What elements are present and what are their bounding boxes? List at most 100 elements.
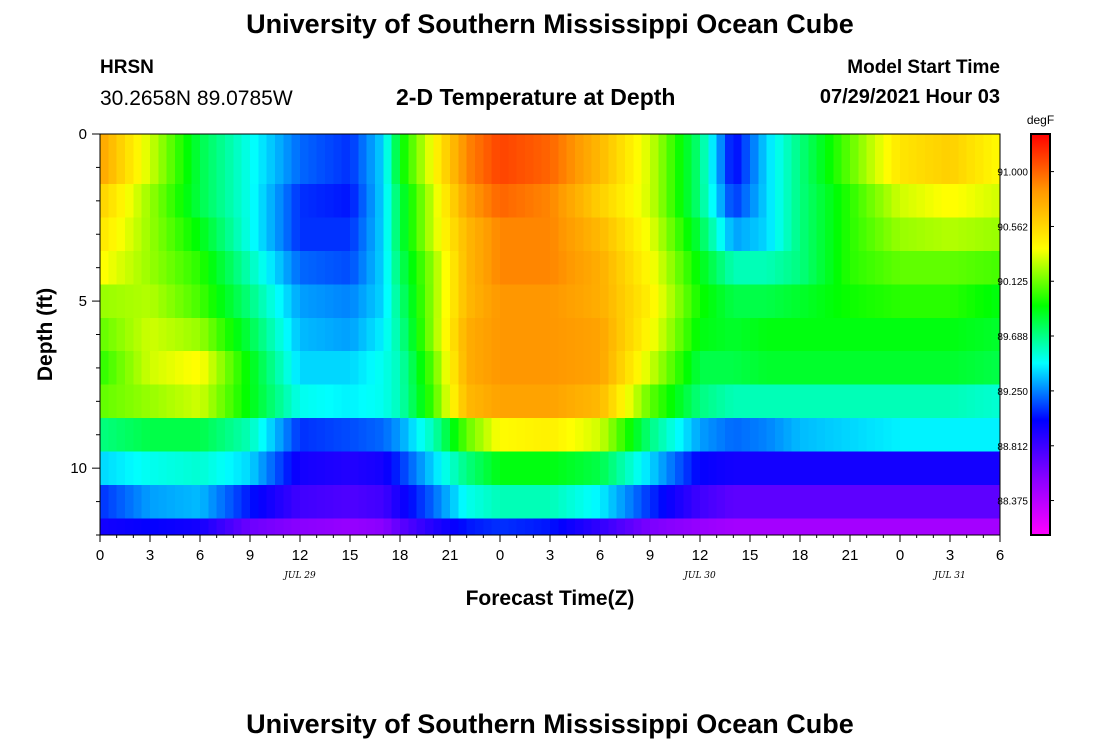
heatmap-cell bbox=[275, 384, 284, 419]
date-label: JUL 29 bbox=[282, 571, 316, 581]
heatmap-cell bbox=[325, 250, 334, 285]
heatmap-cell bbox=[116, 418, 126, 453]
heatmap-cell bbox=[858, 518, 868, 536]
heatmap-cell bbox=[866, 484, 876, 519]
heatmap-cell bbox=[291, 134, 301, 185]
heatmap-cell bbox=[558, 184, 568, 219]
heatmap-cell bbox=[283, 217, 293, 252]
heatmap-cell bbox=[341, 217, 351, 252]
heatmap-cell bbox=[383, 451, 393, 486]
heatmap-cell bbox=[833, 418, 843, 453]
colorbar-tick-label: 88.375 bbox=[997, 497, 1028, 508]
heatmap-cell bbox=[983, 250, 993, 285]
heatmap-cell bbox=[725, 484, 734, 519]
heatmap-cell bbox=[175, 184, 184, 219]
heatmap-cell bbox=[741, 134, 751, 185]
heatmap-cell bbox=[166, 418, 176, 453]
heatmap-cell bbox=[741, 250, 751, 285]
heatmap-cell bbox=[925, 217, 934, 252]
heatmap-cell bbox=[175, 217, 184, 252]
heatmap-cell bbox=[616, 384, 626, 419]
heatmap-cell bbox=[883, 217, 893, 252]
heatmap-cell bbox=[641, 484, 651, 519]
heatmap-cell bbox=[225, 217, 234, 252]
heatmap-cell bbox=[358, 518, 368, 536]
heatmap-cell bbox=[258, 484, 268, 519]
heatmap-cell bbox=[591, 418, 601, 453]
heatmap-cell bbox=[525, 484, 534, 519]
heatmap-cell bbox=[475, 351, 484, 386]
heatmap-cell bbox=[475, 284, 484, 319]
heatmap-cell bbox=[941, 518, 951, 536]
heatmap-cell bbox=[433, 518, 443, 536]
heatmap-cell bbox=[716, 518, 726, 536]
heatmap-cell bbox=[533, 184, 543, 219]
heatmap-cell bbox=[116, 217, 126, 252]
heatmap-cell bbox=[516, 284, 526, 319]
heatmap-cell bbox=[158, 518, 168, 536]
heatmap-cell bbox=[516, 317, 526, 352]
heatmap-cell bbox=[383, 351, 393, 386]
heatmap-cell bbox=[591, 184, 601, 219]
heatmap-cell bbox=[433, 250, 443, 285]
heatmap-cell bbox=[750, 217, 759, 252]
heatmap-cell bbox=[183, 184, 193, 219]
heatmap-cell bbox=[316, 217, 326, 252]
heatmap-cell bbox=[250, 518, 259, 536]
heatmap-cell bbox=[883, 384, 893, 419]
heatmap-cell bbox=[225, 351, 234, 386]
heatmap-cell bbox=[983, 317, 993, 352]
heatmap-cell bbox=[500, 184, 509, 219]
heatmap-cell bbox=[300, 284, 309, 319]
station-name: HRSN bbox=[100, 57, 154, 78]
heatmap-cell bbox=[533, 317, 543, 352]
heatmap-cell bbox=[833, 317, 843, 352]
heatmap-cell bbox=[575, 418, 584, 453]
heatmap-cell bbox=[441, 484, 451, 519]
heatmap-cell bbox=[691, 451, 701, 486]
heatmap-cell bbox=[458, 418, 468, 453]
heatmap-cell bbox=[108, 451, 118, 486]
heatmap-cell bbox=[366, 384, 376, 419]
heatmap-cell bbox=[241, 518, 251, 536]
heatmap-cell bbox=[391, 250, 401, 285]
heatmap-cell bbox=[391, 351, 401, 386]
heatmap-cell bbox=[291, 317, 301, 352]
heatmap-cell bbox=[516, 217, 526, 252]
heatmap-cell bbox=[875, 317, 884, 352]
heatmap-cell bbox=[391, 134, 401, 185]
heatmap-cell bbox=[725, 134, 734, 185]
heatmap-cell bbox=[408, 384, 418, 419]
heatmap-cell bbox=[825, 518, 834, 536]
heatmap-cell bbox=[283, 351, 293, 386]
heatmap-cell bbox=[125, 250, 134, 285]
heatmap-cell bbox=[691, 317, 701, 352]
heatmap-cell bbox=[758, 250, 768, 285]
heatmap-cell bbox=[475, 250, 484, 285]
heatmap-cell bbox=[358, 484, 368, 519]
heatmap-cell bbox=[775, 418, 784, 453]
heatmap-cell bbox=[425, 418, 434, 453]
heatmap-cell bbox=[608, 451, 618, 486]
heatmap-cell bbox=[516, 134, 526, 185]
heatmap-cell bbox=[783, 134, 793, 185]
heatmap-cell bbox=[791, 351, 801, 386]
heatmap-cell bbox=[675, 317, 684, 352]
heatmap-cell bbox=[966, 351, 976, 386]
heatmap-cell bbox=[941, 317, 951, 352]
heatmap-cell bbox=[941, 384, 951, 419]
heatmap-cell bbox=[191, 284, 201, 319]
heatmap-cell bbox=[100, 134, 109, 185]
heatmap-cell bbox=[541, 484, 551, 519]
heatmap-cell bbox=[800, 518, 809, 536]
heatmap-cell bbox=[800, 217, 809, 252]
heatmap-cell bbox=[200, 451, 209, 486]
heatmap-cell bbox=[625, 317, 634, 352]
heatmap-cell bbox=[408, 518, 418, 536]
heatmap-cell bbox=[275, 284, 284, 319]
heatmap-cell bbox=[575, 284, 584, 319]
heatmap-cell bbox=[691, 134, 701, 185]
heatmap-cell bbox=[575, 518, 584, 536]
heatmap-cell bbox=[175, 518, 184, 536]
heatmap-cell bbox=[633, 217, 643, 252]
